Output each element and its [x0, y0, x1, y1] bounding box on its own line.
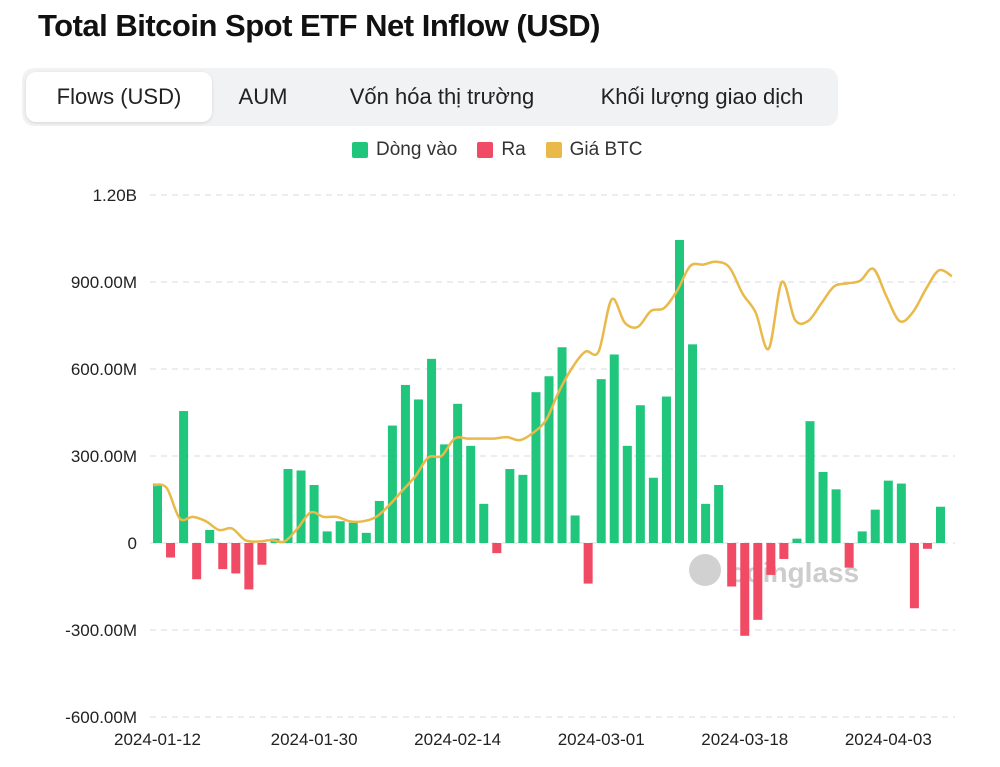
inflow-bar[interactable]: [622, 445, 632, 543]
inflow-bar[interactable]: [505, 469, 515, 543]
inflow-bar[interactable]: [557, 347, 567, 543]
coinglass-watermark: coinglass: [689, 554, 859, 588]
inflow-bar[interactable]: [361, 532, 371, 543]
inflow-bar[interactable]: [570, 515, 580, 543]
y-tick-label: -600.00M: [65, 708, 137, 727]
inflow-bar[interactable]: [440, 444, 450, 543]
inflow-bar[interactable]: [427, 358, 437, 543]
inflow-bar[interactable]: [374, 500, 384, 543]
btc-price-swatch: [545, 142, 562, 158]
x-tick-label: 2024-01-30: [271, 730, 358, 749]
x-axis-ticks: 2024-01-12 2024-01-30 2024-02-14 2024-03-01…: [114, 730, 932, 749]
outflow-bar[interactable]: [753, 543, 763, 620]
outflow-bar[interactable]: [909, 543, 919, 609]
inflow-bar[interactable]: [870, 509, 880, 543]
y-tick-label: 900.00M: [71, 273, 137, 292]
inflow-bar[interactable]: [896, 483, 906, 543]
inflow-bar[interactable]: [453, 403, 463, 543]
tab-market-cap[interactable]: Vốn hóa thị trường: [349, 84, 535, 109]
inflow-bar[interactable]: [688, 344, 698, 543]
y-tick-label: 0: [128, 534, 137, 553]
y-tick-label: -300.00M: [65, 621, 137, 640]
inflow-bar[interactable]: [205, 529, 215, 543]
outflow-bar[interactable]: [779, 543, 789, 559]
btc-price-line: [153, 260, 953, 544]
inflow-bar[interactable]: [635, 405, 645, 543]
inflow-bar[interactable]: [831, 489, 841, 543]
inflow-bar[interactable]: [466, 445, 476, 543]
inflow-bar[interactable]: [479, 503, 489, 543]
inflow-bar[interactable]: [153, 483, 162, 543]
inflow-bar[interactable]: [544, 376, 554, 543]
outflow-bar[interactable]: [583, 543, 593, 584]
outflow-bar[interactable]: [231, 543, 241, 574]
outflow-bar[interactable]: [844, 543, 854, 568]
y-tick-label: 600.00M: [71, 360, 137, 379]
outflow-bar[interactable]: [727, 543, 737, 587]
inflow-bar[interactable]: [335, 521, 345, 543]
inflow-bar[interactable]: [883, 480, 893, 543]
inflow-bar[interactable]: [518, 474, 528, 543]
inflow-bar[interactable]: [792, 538, 802, 543]
outflow-bar[interactable]: [492, 543, 502, 554]
tab-trading-volume[interactable]: Khối lượng giao dịch: [600, 84, 804, 109]
chart-tab-bar: Flows (USD) AUM Vốn hóa thị trường Khối …: [22, 68, 838, 126]
inflow-bar[interactable]: [387, 425, 397, 543]
legend-item-outflow[interactable]: Ra: [477, 139, 526, 161]
inflow-bar[interactable]: [531, 392, 541, 543]
inflow-bar[interactable]: [818, 471, 828, 543]
outflow-bar[interactable]: [244, 543, 254, 590]
inflow-bar[interactable]: [805, 421, 815, 543]
x-tick-label: 2024-03-18: [701, 730, 788, 749]
x-tick-label: 2024-04-03: [845, 730, 932, 749]
chart-legend: Dòng vào Ra Giá BTC: [352, 136, 643, 164]
inflow-bar[interactable]: [179, 411, 189, 543]
coinglass-logo-icon: [689, 554, 721, 586]
inflow-bar[interactable]: [661, 396, 671, 543]
legend-label-outflow: Ra: [501, 139, 526, 160]
legend-label-inflow: Dòng vào: [376, 139, 458, 160]
x-tick-label: 2024-02-14: [414, 730, 501, 749]
inflow-bar[interactable]: [348, 522, 358, 543]
inflow-bar[interactable]: [675, 239, 684, 543]
x-tick-label: 2024-03-01: [558, 730, 645, 749]
inflow-bar[interactable]: [609, 354, 619, 544]
inflow-bar[interactable]: [283, 469, 293, 543]
tab-aum[interactable]: AUM: [238, 84, 288, 109]
inflow-bar[interactable]: [309, 485, 319, 543]
inflow-bar[interactable]: [596, 379, 606, 543]
inflow-bar[interactable]: [701, 503, 711, 543]
inflow-bar[interactable]: [936, 506, 945, 543]
btc-price-series-line[interactable]: [153, 260, 953, 544]
outflow-bar[interactable]: [257, 543, 267, 565]
watermark-text: coinglass: [730, 557, 859, 588]
x-tick-label: 2024-01-12: [114, 730, 201, 749]
outflow-bar[interactable]: [192, 543, 202, 580]
outflow-bar[interactable]: [766, 543, 776, 575]
tab-flows-usd[interactable]: Flows (USD): [26, 72, 212, 122]
inflow-bar[interactable]: [714, 485, 724, 543]
y-tick-label: 300.00M: [71, 447, 137, 466]
inflow-bar[interactable]: [400, 384, 410, 543]
inflow-bar[interactable]: [648, 477, 658, 543]
outflow-bar[interactable]: [922, 543, 932, 549]
page-title: Total Bitcoin Spot ETF Net Inflow (USD): [38, 8, 600, 43]
outflow-bar[interactable]: [166, 543, 176, 558]
inflow-bar[interactable]: [322, 531, 332, 543]
legend-label-btc-price: Giá BTC: [569, 139, 643, 160]
outflow-bar[interactable]: [218, 543, 228, 570]
y-tick-label: 1.20B: [93, 186, 137, 205]
legend-item-inflow[interactable]: Dòng vào: [352, 139, 457, 161]
legend-item-btc-price[interactable]: Giá BTC: [545, 139, 643, 161]
inflow-swatch: [352, 142, 368, 158]
outflow-swatch: [477, 142, 494, 158]
inflow-bar[interactable]: [296, 470, 306, 544]
outflow-bar[interactable]: [740, 543, 750, 636]
y-axis-ticks: 1.20B 900.00M 600.00M 300.00M 0 -300.00M -600.…: [65, 186, 137, 727]
inflow-bar[interactable]: [857, 531, 867, 543]
